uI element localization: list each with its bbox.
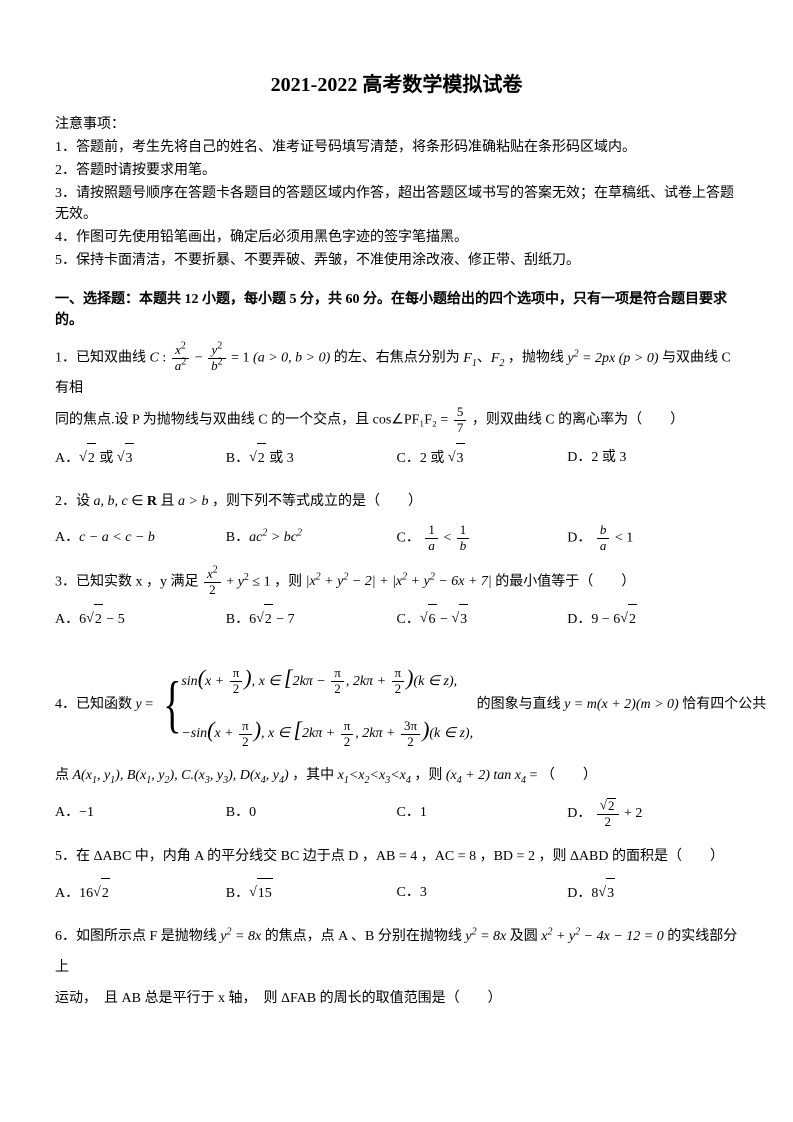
q1-curve-c: C: [150, 351, 159, 366]
q4-points: A(x1, y1), B(x1, y2), C.(x3, y3), D(x4, …: [73, 768, 289, 783]
q4-text-3: 恰有四个公共: [682, 697, 766, 712]
q6-text-1: 6．如图所示点 F 是抛物线: [55, 929, 220, 944]
q6-par1: y2 = 8x: [220, 929, 261, 944]
q1-opt-a: A．√2 或 √3: [55, 443, 226, 475]
q3-opt-d: D．9 − 6√2: [567, 604, 738, 636]
q1-cond: (a > 0, b > 0): [253, 351, 330, 366]
q2-text-3: ，则下列不等式成立的是（ ）: [212, 494, 422, 509]
q3-abs: |x2 + y2 − 2| + |x2 + y2 − 6x + 7|: [306, 574, 492, 589]
q2-opt-c: C． 1a < 1b: [397, 523, 568, 554]
q1-frac-x: x2a2: [172, 343, 190, 374]
q5-opt-b: B．√15: [226, 878, 397, 910]
q3-text-2: ，则: [274, 574, 306, 589]
q4-piecewise: { sin(x + π2), x ∈ [2kπ − π2, 2kπ + π2)(…: [157, 652, 473, 757]
q4-line2d: = （ ）: [529, 768, 596, 783]
q1-colon: :: [159, 351, 170, 366]
q5-options: A．16√2 B．√15 C．3 D．8√3: [55, 878, 738, 910]
q3-opt-a: A．6√2 − 5: [55, 604, 226, 636]
q1-frac-57: 57: [454, 405, 467, 436]
q4-line2b: ，其中: [292, 768, 338, 783]
note-4: 4．作图可先使用铅笔画出，确定后必须用黑色字迹的签字笔描黑。: [55, 227, 738, 248]
q4-opt-a: A．−1: [55, 798, 226, 830]
q1-opt-d: D．2 或 3: [567, 443, 738, 475]
q1-line2b: ，则双曲线 C 的离心率为（ ）: [472, 413, 684, 428]
q6-text-2: 的焦点，点 A 、B 分别在抛物线: [265, 929, 466, 944]
q4-options: A．−1 B．0 C．1 D． √22 + 2: [55, 798, 738, 830]
q5-opt-d: D．8√3: [567, 878, 738, 910]
q2-opt-b: B．ac2 > bc2: [226, 523, 397, 554]
q2-opt-a: A．c − a < c − b: [55, 523, 226, 554]
question-6: 6．如图所示点 F 是抛物线 y2 = 8x 的焦点，点 A 、B 分别在抛物线…: [55, 922, 738, 1014]
q1-f2: F2: [491, 351, 505, 366]
question-1: 1．已知双曲线 C : x2a2 − y2b2 = 1 (a > 0, b > …: [55, 343, 738, 437]
q4-order: x1<x2<x3<x4: [338, 768, 411, 783]
q4-text-2: 的图象与直线: [477, 697, 565, 712]
q4-opt-c: C．1: [397, 798, 568, 830]
page-title: 2021-2022 高考数学模拟试卷: [55, 70, 738, 100]
q2-opt-d: D． ba < 1: [567, 523, 738, 554]
q1-opt-c: C．2 或 √3: [397, 443, 568, 475]
q6-text-3: 及圆: [510, 929, 542, 944]
notes-header: 注意事项：: [55, 114, 738, 135]
q1-line2a: 同的焦点.设 P 为抛物线与双曲线 C 的一个交点，且 cos∠PF₁F₂ =: [55, 413, 452, 428]
q1-options: A．√2 或 √3 B．√2 或 3 C．2 或 √3 D．2 或 3: [55, 443, 738, 475]
q1-eq1: = 1: [231, 351, 249, 366]
q3-text-1: 3．已知实数 x ，y 满足: [55, 574, 202, 589]
q4-line: y = m(x + 2)(m > 0): [564, 697, 679, 712]
q6-par2: y2 = 8x: [465, 929, 506, 944]
q1-text-3: ，抛物线: [508, 351, 568, 366]
note-1: 1．答题前，考生先将自己的姓名、准考证号码填写清楚，将条形码准确粘贴在条形码区域…: [55, 137, 738, 158]
q6-circle: x2 + y2 − 4x − 12 = 0: [541, 929, 663, 944]
question-2: 2．设 a, b, c ∈ R 且 a > b ，则下列不等式成立的是（ ）: [55, 487, 738, 518]
question-5: 5．在 ΔABC 中，内角 A 的平分线交 BC 边于点 D ，AB = 4 ，…: [55, 842, 738, 873]
q3-text-3: 的最小值等于（ ）: [495, 574, 635, 589]
q4-opt-b: B．0: [226, 798, 397, 830]
q2-text-1: 2．设: [55, 494, 94, 509]
exam-page: 2021-2022 高考数学模拟试卷 注意事项： 1．答题前，考生先将自己的姓名…: [0, 0, 793, 1061]
note-5: 5．保持卡面清洁，不要折暴、不要弄破、弄皱，不准使用涂改液、修正带、刮纸刀。: [55, 250, 738, 271]
q3-frac: x22: [204, 567, 221, 598]
question-3: 3．已知实数 x ，y 满足 x22 + y2 ≤ 1 ，则 |x2 + y2 …: [55, 567, 738, 598]
q3-opt-c: C．√6 − √3: [397, 604, 568, 636]
q4-line2a: 点: [55, 768, 73, 783]
q4-expr: (x4 + 2) tan x4: [446, 768, 526, 783]
q3-opt-b: B．6√2 − 7: [226, 604, 397, 636]
q3-plus: +: [226, 574, 237, 589]
q3-options: A．6√2 − 5 B．6√2 − 7 C．√6 − √3 D．9 − 6√2: [55, 604, 738, 636]
note-3: 3．请按照题号顺序在答题卡各题目的答题区域内作答，超出答题区域书写的答案无效；在…: [55, 183, 738, 225]
q5-opt-a: A．16√2: [55, 878, 226, 910]
q4-text-1: 4．已知函数: [55, 697, 136, 712]
q2-text-2: 且: [161, 494, 179, 509]
q1-f1: F1: [463, 351, 477, 366]
q1-opt-b: B．√2 或 3: [226, 443, 397, 475]
note-2: 2．答题时请按要求用笔。: [55, 160, 738, 181]
q5-stem: 5．在 ΔABC 中，内角 A 的平分线交 BC 边于点 D ，AB = 4 ，…: [55, 849, 724, 864]
q4-opt-d: D． √22 + 2: [567, 798, 738, 830]
question-4: 4．已知函数 y = { sin(x + π2), x ∈ [2kπ − π2,…: [55, 648, 738, 792]
q5-opt-c: C．3: [397, 878, 568, 910]
q1-parabola: y2 = 2px (p > 0): [567, 351, 658, 366]
q1-text-2: 的左、右焦点分别为: [334, 351, 464, 366]
q1-text-1: 1．已知双曲线: [55, 351, 150, 366]
q4-line2c: ，则: [414, 768, 446, 783]
q1-minus: −: [195, 351, 206, 366]
q1-frac-y: y2b2: [208, 343, 226, 374]
q2-options: A．c − a < c − b B．ac2 > bc2 C． 1a < 1b D…: [55, 523, 738, 554]
q2-abc: a, b, c: [94, 494, 128, 509]
q2-ab: a > b: [178, 494, 208, 509]
q6-line2: 运动， 且 AB 总是平行于 x 轴， 则 ΔFAB 的周长的取值范围是（ ）: [55, 991, 502, 1006]
section-1-header: 一、选择题：本题共 12 小题，每小题 5 分，共 60 分。在每小题给出的四个…: [55, 289, 738, 331]
